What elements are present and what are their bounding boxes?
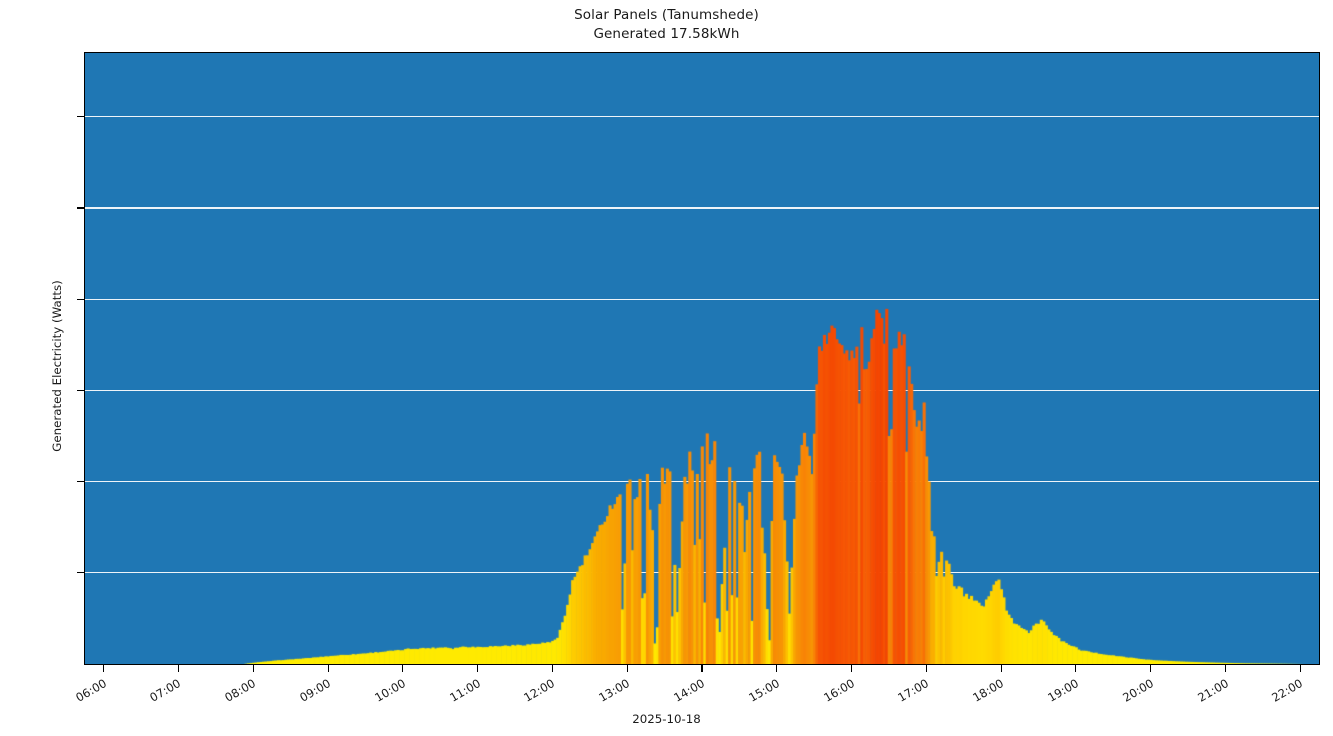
- page-title: Solar Panels (Tanumshede): [574, 7, 759, 23]
- x-tick-label: 20:00: [1120, 676, 1156, 705]
- x-tick-mark: [776, 665, 778, 672]
- x-tick-mark: [1224, 665, 1227, 672]
- x-tick-mark: [925, 665, 927, 672]
- x-tick-mark: [402, 665, 404, 672]
- x-tick-label: 22:00: [1269, 676, 1306, 705]
- bar-series-canvas: [85, 53, 1319, 664]
- x-tick-label: 12:00: [521, 676, 558, 705]
- x-tick-label: 13:00: [596, 676, 633, 705]
- x-tick-mark: [177, 665, 180, 672]
- y-tick-mark: [77, 116, 84, 118]
- x-tick-label: 19:00: [1045, 676, 1081, 705]
- y-tick-mark: [77, 389, 84, 391]
- x-tick-label: 10:00: [372, 676, 408, 705]
- x-tick-label: 21:00: [1194, 676, 1231, 705]
- x-tick-label: 16:00: [820, 676, 857, 705]
- x-tick-label: 09:00: [297, 676, 334, 705]
- x-tick-mark: [1000, 665, 1002, 672]
- x-tick-label: 06:00: [72, 676, 109, 705]
- x-tick-mark: [701, 665, 703, 672]
- y-tick-mark: [77, 572, 84, 574]
- chart-subtitle: Generated 17.58kWh: [593, 26, 740, 42]
- x-tick-label: 17:00: [895, 676, 932, 705]
- x-tick-mark: [1150, 665, 1152, 672]
- y-axis-label: Generated Electricity (Watts): [50, 280, 64, 452]
- x-tick-label: 14:00: [671, 676, 707, 705]
- x-tick-label: 11:00: [446, 676, 483, 705]
- x-tick-mark: [477, 665, 479, 672]
- x-tick-mark: [551, 665, 553, 672]
- x-tick-label: 15:00: [746, 676, 782, 705]
- chart-title-block: Solar Panels (Tanumshede) Generated 17.5…: [0, 6, 1333, 44]
- x-tick-mark: [327, 665, 329, 672]
- x-tick-mark: [252, 665, 254, 672]
- x-axis-label: 2025-10-18: [632, 712, 701, 726]
- x-tick-label: 08:00: [222, 676, 259, 705]
- y-tick-mark: [77, 298, 84, 300]
- x-tick-mark: [626, 665, 628, 672]
- y-tick-mark: [77, 207, 84, 209]
- x-tick-mark: [1299, 665, 1301, 672]
- x-tick-mark: [851, 665, 853, 672]
- x-tick-label: 07:00: [147, 676, 184, 705]
- x-tick-mark: [103, 665, 105, 672]
- y-tick-mark: [77, 481, 84, 483]
- x-tick-mark: [1075, 665, 1077, 672]
- plot-area: [84, 52, 1320, 665]
- x-tick-label: 18:00: [970, 676, 1007, 705]
